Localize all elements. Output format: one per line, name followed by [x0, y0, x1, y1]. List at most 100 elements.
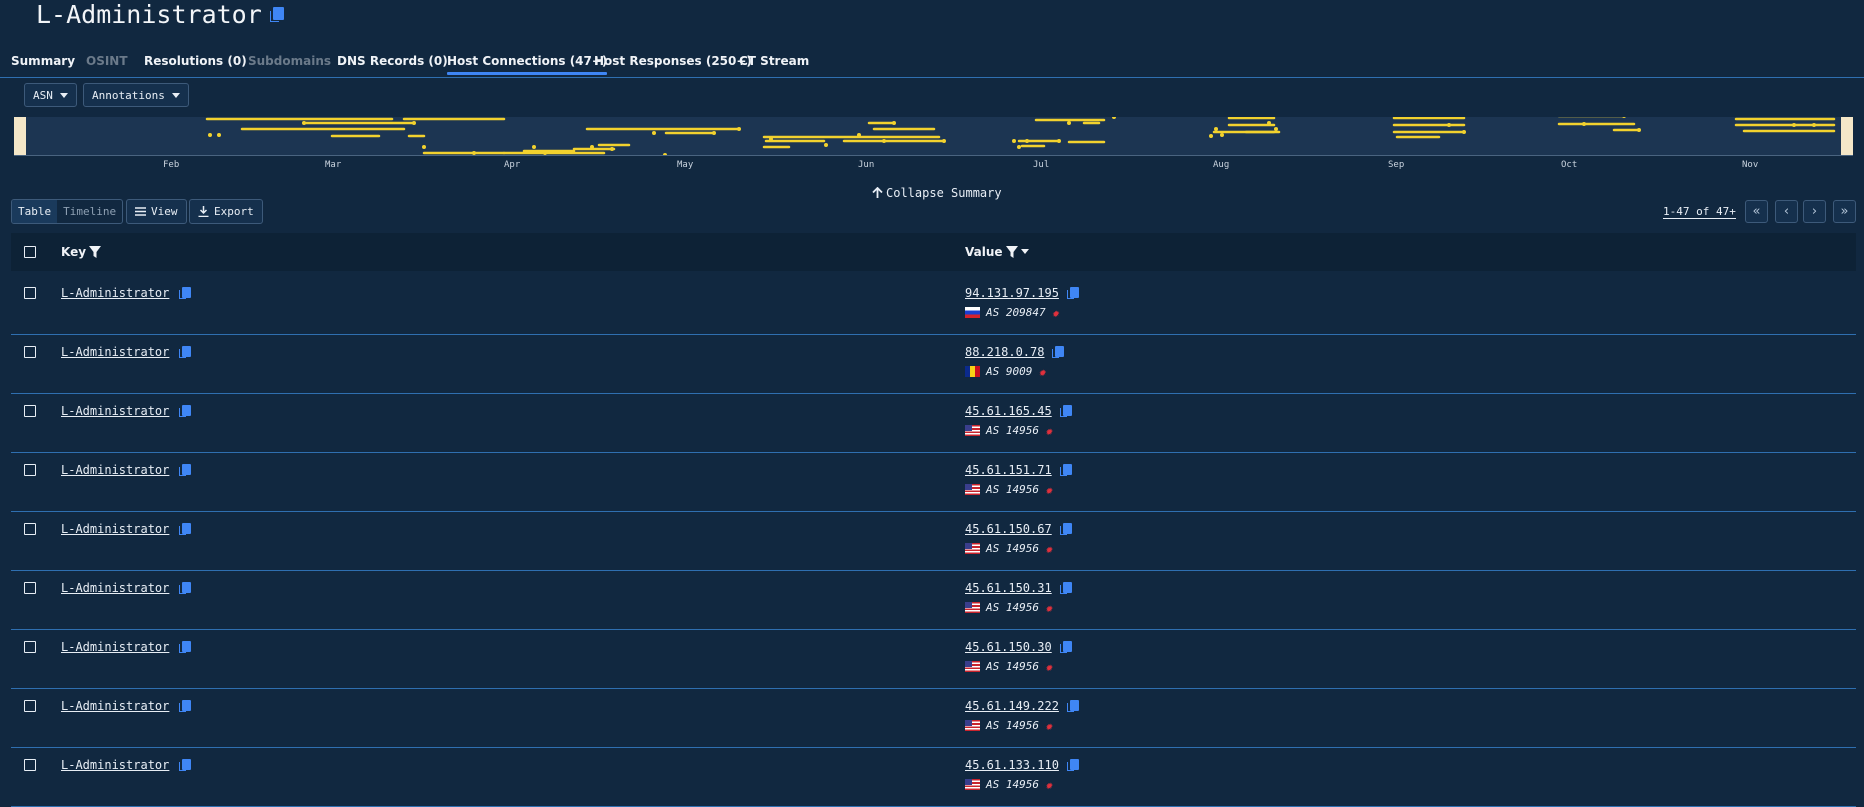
row-key-text: L-Administrator	[61, 286, 170, 300]
copy-icon[interactable]	[269, 6, 284, 22]
tag-burst-icon[interactable]: ✹	[1044, 482, 1053, 497]
next-page-button[interactable]: ›	[1803, 200, 1826, 223]
tab-summary[interactable]: Summary	[11, 54, 76, 68]
row-ip-link[interactable]: 45.61.151.71	[965, 463, 1072, 477]
tab-resolutions[interactable]: Resolutions (0)	[144, 54, 247, 68]
row-key-link[interactable]: L-Administrator	[61, 286, 192, 300]
row-key-link[interactable]: L-Administrator	[61, 463, 192, 477]
row-asn: AS 9009 ✹	[965, 365, 1046, 378]
copy-icon[interactable]	[179, 700, 192, 712]
row-checkbox[interactable]	[24, 346, 36, 358]
prev-page-button[interactable]: ‹	[1775, 200, 1798, 223]
asn-dropdown[interactable]: ASN	[24, 83, 77, 107]
row-key-link[interactable]: L-Administrator	[61, 699, 192, 713]
copy-icon[interactable]	[1059, 582, 1072, 594]
timeline-right-handle[interactable]	[1841, 117, 1853, 155]
row-checkbox[interactable]	[24, 405, 36, 417]
tag-burst-icon[interactable]: ✹	[1044, 423, 1053, 438]
copy-icon[interactable]	[179, 523, 192, 535]
row-asn-text: AS 14956	[986, 542, 1039, 555]
tag-burst-icon[interactable]: ✹	[1044, 718, 1053, 733]
country-flag-icon	[965, 307, 980, 318]
tab-dns-records[interactable]: DNS Records (0)	[337, 54, 448, 68]
row-key-link[interactable]: L-Administrator	[61, 404, 192, 418]
tag-burst-icon[interactable]: ✹	[1044, 600, 1053, 615]
copy-icon[interactable]	[1066, 759, 1079, 771]
select-all-checkbox[interactable]	[24, 246, 36, 258]
row-ip-link[interactable]: 45.61.149.222	[965, 699, 1079, 713]
first-page-button[interactable]: «	[1745, 200, 1768, 223]
chevron-down-icon	[59, 92, 68, 98]
row-ip-link[interactable]: 88.218.0.78	[965, 345, 1065, 359]
tag-burst-icon[interactable]: ✹	[1044, 659, 1053, 674]
row-checkbox[interactable]	[24, 287, 36, 299]
timeline-left-handle[interactable]	[14, 117, 26, 155]
tag-burst-icon[interactable]: ✹	[1051, 305, 1059, 320]
tab-ct-stream[interactable]: CT Stream	[739, 54, 810, 68]
sort-down-icon[interactable]	[1020, 249, 1029, 255]
export-button-label: Export	[214, 205, 254, 218]
row-checkbox[interactable]	[24, 641, 36, 653]
row-checkbox[interactable]	[24, 582, 36, 594]
asn-dropdown-label: ASN	[33, 88, 53, 102]
double-chevron-right-icon: »	[1840, 204, 1849, 219]
row-ip-text: 45.61.150.30	[965, 640, 1052, 654]
row-ip-link[interactable]: 45.61.150.31	[965, 581, 1072, 595]
timeline-summary[interactable]	[14, 117, 1853, 156]
copy-icon[interactable]	[179, 759, 192, 771]
table-mode-button[interactable]: Table	[12, 200, 58, 223]
row-key-link[interactable]: L-Administrator	[61, 345, 192, 359]
row-ip-link[interactable]: 45.61.150.67	[965, 522, 1072, 536]
copy-icon[interactable]	[179, 641, 192, 653]
copy-icon[interactable]	[1059, 405, 1072, 417]
timeline-mode-button[interactable]: Timeline	[63, 205, 117, 218]
copy-icon[interactable]	[1052, 346, 1065, 358]
copy-icon[interactable]	[1066, 287, 1079, 299]
export-button[interactable]: Export	[189, 199, 263, 224]
copy-icon[interactable]	[1059, 641, 1072, 653]
row-key-link[interactable]: L-Administrator	[61, 640, 192, 654]
copy-icon[interactable]	[179, 405, 192, 417]
chevron-left-icon: ‹	[1783, 204, 1790, 219]
row-ip-link[interactable]: 45.61.150.30	[965, 640, 1072, 654]
copy-icon[interactable]	[179, 287, 192, 299]
key-column-header[interactable]: Key	[61, 245, 102, 259]
pagination-range: 1-47 of 47+	[1663, 205, 1736, 219]
annotations-dropdown[interactable]: Annotations	[83, 83, 189, 107]
row-key-link[interactable]: L-Administrator	[61, 581, 192, 595]
country-flag-icon	[965, 425, 980, 436]
tab-host-responses[interactable]: Host Responses (250+)	[594, 54, 752, 68]
copy-icon[interactable]	[1066, 700, 1079, 712]
row-key-link[interactable]: L-Administrator	[61, 522, 192, 536]
tab-host-connections[interactable]: Host Connections (47+)	[447, 54, 608, 75]
copy-icon[interactable]	[179, 346, 192, 358]
tag-burst-icon[interactable]: ✹	[1044, 541, 1053, 556]
table-row: L-Administrator 45.61.133.110 AS 14956 ✹	[11, 747, 1856, 807]
copy-icon[interactable]	[1059, 464, 1072, 476]
tag-burst-icon[interactable]: ✹	[1038, 364, 1046, 379]
row-ip-link[interactable]: 94.131.97.195	[965, 286, 1079, 300]
table-row: L-Administrator 88.218.0.78 AS 9009 ✹	[11, 334, 1856, 394]
tag-burst-icon[interactable]: ✹	[1044, 777, 1053, 792]
row-checkbox[interactable]	[24, 523, 36, 535]
filter-icon[interactable]	[89, 246, 102, 258]
row-key-link[interactable]: L-Administrator	[61, 758, 192, 772]
row-ip-link[interactable]: 45.61.133.110	[965, 758, 1079, 772]
collapse-summary-button[interactable]: Collapse Summary	[872, 186, 1002, 200]
row-asn-text: AS 14956	[986, 424, 1039, 437]
row-checkbox[interactable]	[24, 464, 36, 476]
filter-icon[interactable]	[1005, 246, 1018, 258]
key-column-label: Key	[61, 245, 87, 259]
row-checkbox[interactable]	[24, 700, 36, 712]
table-row: L-Administrator 45.61.150.31 AS 14956 ✹	[11, 570, 1856, 630]
row-key-text: L-Administrator	[61, 640, 170, 654]
table-row: L-Administrator 45.61.165.45 AS 14956 ✹	[11, 393, 1856, 453]
row-checkbox[interactable]	[24, 759, 36, 771]
value-column-header[interactable]: Value	[965, 245, 1029, 259]
copy-icon[interactable]	[179, 582, 192, 594]
row-ip-link[interactable]: 45.61.165.45	[965, 404, 1072, 418]
last-page-button[interactable]: »	[1833, 200, 1856, 223]
copy-icon[interactable]	[179, 464, 192, 476]
copy-icon[interactable]	[1059, 523, 1072, 535]
view-button[interactable]: View	[126, 199, 187, 224]
